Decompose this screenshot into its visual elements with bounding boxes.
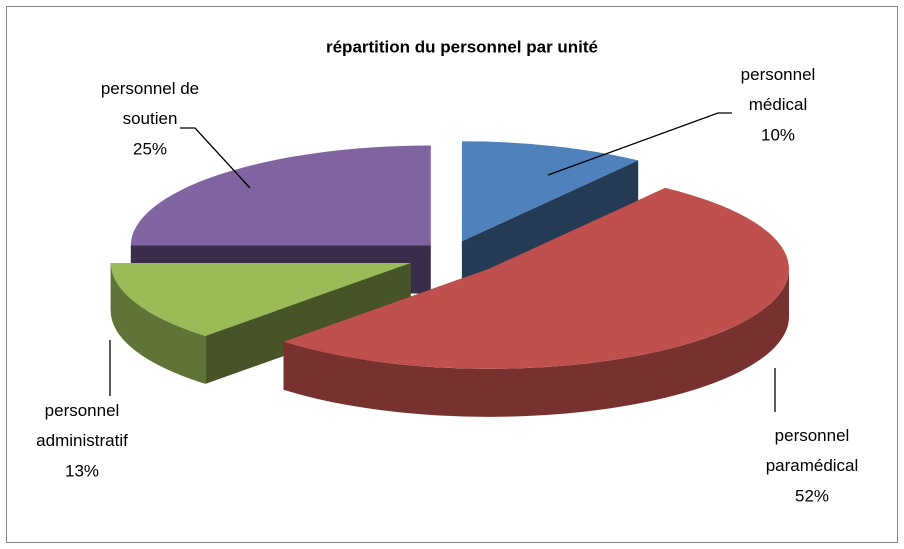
leader-line bbox=[547, 112, 732, 176]
slice-side bbox=[110, 263, 206, 384]
pie-slice bbox=[461, 141, 639, 290]
chart-title: répartition du personnel par unité bbox=[326, 37, 598, 56]
slice-label: personnel paramédical bbox=[766, 426, 859, 475]
pie-slice bbox=[110, 263, 411, 384]
slice bbox=[283, 187, 789, 369]
slice-cut-face bbox=[461, 160, 639, 290]
value-label: 25% bbox=[133, 139, 167, 158]
value-label: 10% bbox=[761, 125, 795, 144]
leader-line bbox=[180, 127, 251, 189]
slice-label: personnel médical bbox=[741, 65, 816, 114]
pie-slice bbox=[283, 187, 789, 417]
slice-label: personnel administratif bbox=[36, 401, 128, 450]
value-label: 52% bbox=[795, 486, 829, 505]
slice-label: personnel de soutien bbox=[101, 79, 199, 128]
value-label: 13% bbox=[65, 461, 99, 480]
slice-side bbox=[283, 268, 789, 417]
slice bbox=[110, 263, 411, 336]
slice bbox=[130, 145, 431, 246]
slice bbox=[461, 141, 639, 242]
